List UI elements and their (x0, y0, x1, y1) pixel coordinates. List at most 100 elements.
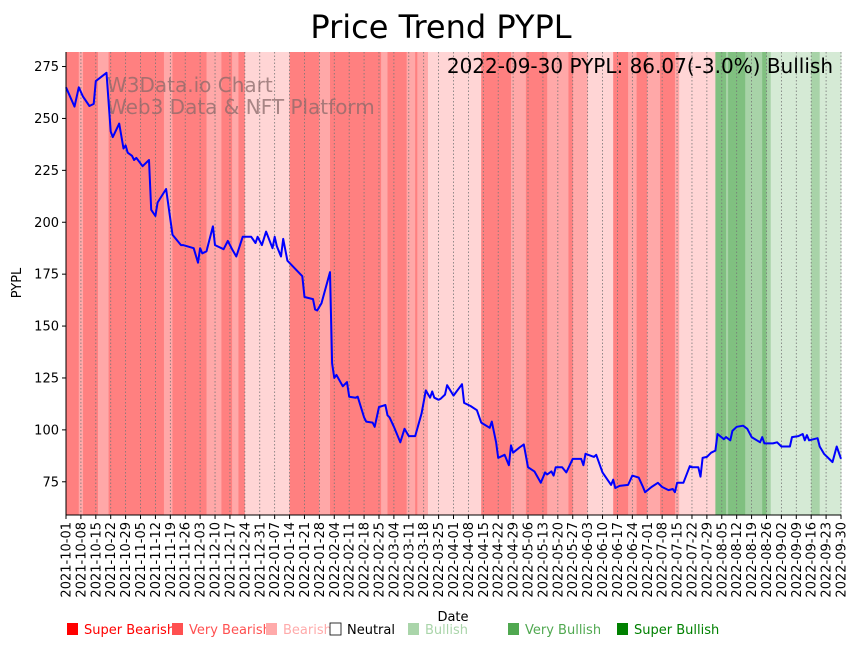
sentiment-band-super-bearish (481, 52, 512, 515)
sentiment-band-super-bearish (415, 52, 418, 515)
x-tick-label: 2022-08-26 (760, 522, 775, 598)
x-tick-label: 2022-01-14 (283, 522, 298, 598)
x-tick-label: 2022-05-27 (566, 522, 581, 598)
legend-label: Very Bearish (189, 623, 271, 638)
x-tick-label: 2022-09-09 (790, 522, 805, 598)
x-tick-label: 2022-07-01 (641, 522, 656, 598)
sentiment-band-super-bearish (636, 52, 648, 515)
sentiment-band-super-bearish (66, 52, 80, 515)
x-tick-label: 2022-02-18 (358, 522, 373, 598)
y-tick-label: 225 (34, 164, 59, 179)
sentiment-band-super-bearish (525, 52, 548, 515)
sentiment-band-very-bearish (319, 52, 331, 515)
sentiment-band-bearish (427, 52, 482, 515)
x-tick-label: 2022-03-18 (417, 522, 432, 598)
y-ticks: 75 100 125 150 175 200 225 250 275 (34, 60, 66, 490)
x-tick-label: 2021-11-26 (179, 522, 194, 598)
chart-title: Price Trend PYPL (310, 8, 571, 46)
x-tick-label: 2022-07-15 (671, 522, 686, 598)
x-tick-label: 2022-09-23 (820, 522, 835, 598)
x-tick-label: 2022-01-21 (298, 522, 313, 598)
sentiment-band-very-bearish (97, 52, 110, 515)
y-tick-label: 150 (34, 320, 59, 335)
price-line (65, 71, 842, 494)
legend-swatch (67, 623, 78, 635)
legend-swatch (617, 623, 628, 635)
x-tick-label: 2022-07-22 (685, 522, 700, 598)
legend-swatch (266, 623, 277, 635)
x-tick-label: 2021-12-31 (253, 522, 268, 598)
sentiment-band-very-bearish (510, 52, 527, 515)
x-tick-label: 2021-10-22 (104, 522, 119, 598)
sentiment-band-super-bearish (108, 52, 165, 515)
x-tick-label: 2022-02-04 (328, 522, 343, 598)
legend-swatch (329, 622, 342, 636)
x-tick-label: 2022-09-30 (835, 522, 850, 598)
sentiment-band-very-bearish (232, 52, 239, 515)
y-tick-label: 275 (34, 60, 59, 75)
y-tick-label: 125 (34, 371, 59, 386)
x-tick-label: 2022-08-12 (730, 522, 745, 598)
legend-item: Very Bullish (508, 623, 601, 638)
y-tick-label: 175 (34, 268, 59, 283)
sentiment-band-very-bearish (417, 52, 429, 515)
sentiment-band-super-bearish (172, 52, 208, 515)
watermark: W3Data.io Chart Web3 Data & NFT Platform (107, 73, 375, 119)
legend-label: Bullish (425, 623, 468, 638)
x-tick-label: 2022-04-01 (447, 522, 462, 598)
sentiment-band-bearish (679, 52, 716, 515)
x-tick-label: 2022-06-03 (581, 522, 596, 598)
sentiment-band-very-bullish (745, 52, 763, 515)
x-tick-label: 2022-02-11 (343, 522, 358, 598)
legend-swatch (172, 623, 183, 635)
legend-label: Very Bullish (525, 623, 601, 638)
x-tick-label: 2021-10-29 (119, 522, 134, 598)
x-tick-label: 2022-05-06 (522, 522, 537, 598)
x-tick-label: 2022-03-11 (402, 522, 417, 598)
x-ticks: 2021-10-01 2021-10-08 2021-10-15 2021-10-22… (60, 515, 850, 598)
legend-label: Neutral (347, 623, 395, 638)
sentiment-bands (66, 52, 842, 515)
x-tick-label: 2021-11-05 (134, 522, 149, 598)
y-axis-label: PYPL (10, 267, 25, 298)
legend-label: Super Bearish (84, 623, 175, 638)
x-tick-label: 2022-04-22 (492, 522, 507, 598)
x-tick-label: 2022-03-25 (432, 522, 447, 598)
x-tick-label: 2022-01-07 (268, 522, 283, 598)
x-tick-label: 2022-04-08 (462, 522, 477, 598)
x-tick-label: 2021-12-10 (209, 522, 224, 598)
legend-label: Bearish (283, 623, 332, 638)
sentiment-band-super-bearish (660, 52, 676, 515)
sentiment-band-super-bullish (715, 52, 727, 515)
sentiment-band-super-bearish (83, 52, 99, 515)
legend-swatch (408, 623, 419, 635)
watermark-line-2: Web3 Data & NFT Platform (107, 95, 375, 119)
sentiment-band-super-bearish (221, 52, 233, 515)
y-tick-label: 250 (34, 112, 59, 127)
x-tick-label: 2021-12-03 (194, 522, 209, 598)
y-tick-label: 75 (42, 475, 59, 490)
x-tick-label: 2022-03-04 (387, 522, 402, 598)
legend-item: Neutral (329, 622, 395, 638)
x-axis-label: Date (437, 610, 468, 625)
x-tick-label: 2022-08-05 (715, 522, 730, 598)
x-tick-label: 2021-11-12 (149, 522, 164, 598)
sentiment-band-very-bearish (406, 52, 416, 515)
legend-swatch (508, 623, 519, 635)
watermark-line-1: W3Data.io Chart (107, 73, 273, 97)
x-tick-label: 2021-10-01 (60, 522, 75, 598)
latest-price-annotation: 2022-09-30 PYPL: 86.07(-3.0%) Bullish (447, 54, 833, 78)
x-tick-label: 2022-04-29 (507, 522, 522, 598)
sentiment-band-super-bearish (387, 52, 408, 515)
sentiment-band-super-bearish (613, 52, 629, 515)
x-tick-label: 2022-05-13 (536, 522, 551, 598)
sentiment-band-bullish (770, 52, 812, 515)
y-tick-label: 200 (34, 216, 59, 231)
sentiment-band-very-bearish (206, 52, 222, 515)
x-tick-label: 2021-12-24 (238, 522, 253, 598)
sentiment-band-bullish (819, 52, 842, 515)
x-tick-label: 2022-08-19 (745, 522, 760, 598)
y-tick-label: 100 (34, 423, 59, 438)
legend: Super Bearish Very Bearish Bearish Neutral B… (67, 622, 719, 638)
